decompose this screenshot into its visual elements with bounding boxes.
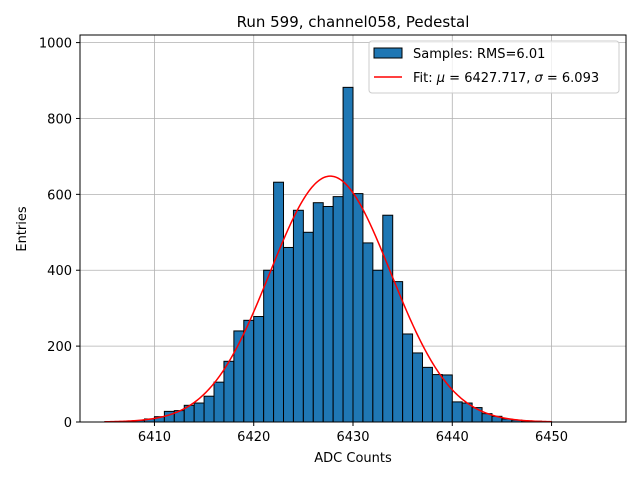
x-tick-label: 6430 <box>336 430 369 445</box>
histogram-bar <box>263 269 275 423</box>
y-tick-label: 600 <box>47 188 72 203</box>
histogram-bar <box>292 209 304 423</box>
y-tick-label: 800 <box>47 112 72 127</box>
legend-fit-sigma-value: = 6.093 <box>543 71 599 86</box>
histogram-bar <box>302 231 314 423</box>
x-tick-label: 6440 <box>436 430 469 445</box>
histogram-bar <box>342 86 354 423</box>
legend-histogram-swatch <box>373 47 403 59</box>
x-tick-label: 6410 <box>138 430 171 445</box>
x-tick-label: 6450 <box>535 430 568 445</box>
legend-fit-prefix: Fit: <box>413 71 437 86</box>
fit-curve <box>104 175 552 423</box>
histogram-bar <box>243 319 255 423</box>
y-tick-label: 0 <box>64 416 72 431</box>
y-tick-label: 200 <box>47 340 72 355</box>
histogram-bar <box>322 205 334 423</box>
x-tick-label: 6420 <box>237 430 270 445</box>
histogram-bar <box>283 246 294 423</box>
legend: Samples: RMS=6.01 Fit: μ = 6427.717, σ =… <box>368 40 620 94</box>
y-tick-label: 400 <box>47 264 72 279</box>
axis-ticks: 6410 6420 6430 6440 6450 0 200 400 600 800 1000 <box>39 37 568 445</box>
legend-box <box>368 40 620 94</box>
y-tick-label: 1000 <box>39 37 72 52</box>
histogram-bar <box>421 366 433 423</box>
histogram-bar <box>193 402 205 423</box>
histogram-bar <box>412 352 423 423</box>
histogram-bar <box>392 281 404 423</box>
histogram-bar <box>431 374 443 423</box>
legend-fit-mu-symbol: μ <box>436 71 445 86</box>
y-axis-label: Entries <box>15 206 30 252</box>
histogram-bar <box>203 395 215 423</box>
fit-layer <box>104 175 552 423</box>
legend-fit-label: Fit: μ = 6427.717, σ = 6.093 <box>413 71 599 86</box>
histogram-bar <box>332 196 344 423</box>
histogram-bar <box>441 374 453 423</box>
histogram-bar <box>253 316 265 423</box>
histogram-bar <box>372 269 384 423</box>
legend-fit-mu-value: = 6427.717, <box>445 71 534 86</box>
histogram-bar <box>273 181 285 423</box>
histogram-bar <box>362 242 374 423</box>
chart-title: Run 599, channel058, Pedestal <box>237 13 470 31</box>
histogram-bar <box>312 202 324 423</box>
legend-fit-sigma-symbol: σ <box>535 71 544 86</box>
histogram-bar <box>382 214 394 423</box>
histogram-bar <box>402 333 414 423</box>
histogram-bar <box>451 401 463 423</box>
histogram-bar <box>352 193 364 423</box>
histogram-bar <box>223 360 235 423</box>
legend-histogram-label: Samples: RMS=6.01 <box>413 47 545 62</box>
histogram-bar <box>213 381 225 423</box>
x-axis-label: ADC Counts <box>314 451 392 466</box>
